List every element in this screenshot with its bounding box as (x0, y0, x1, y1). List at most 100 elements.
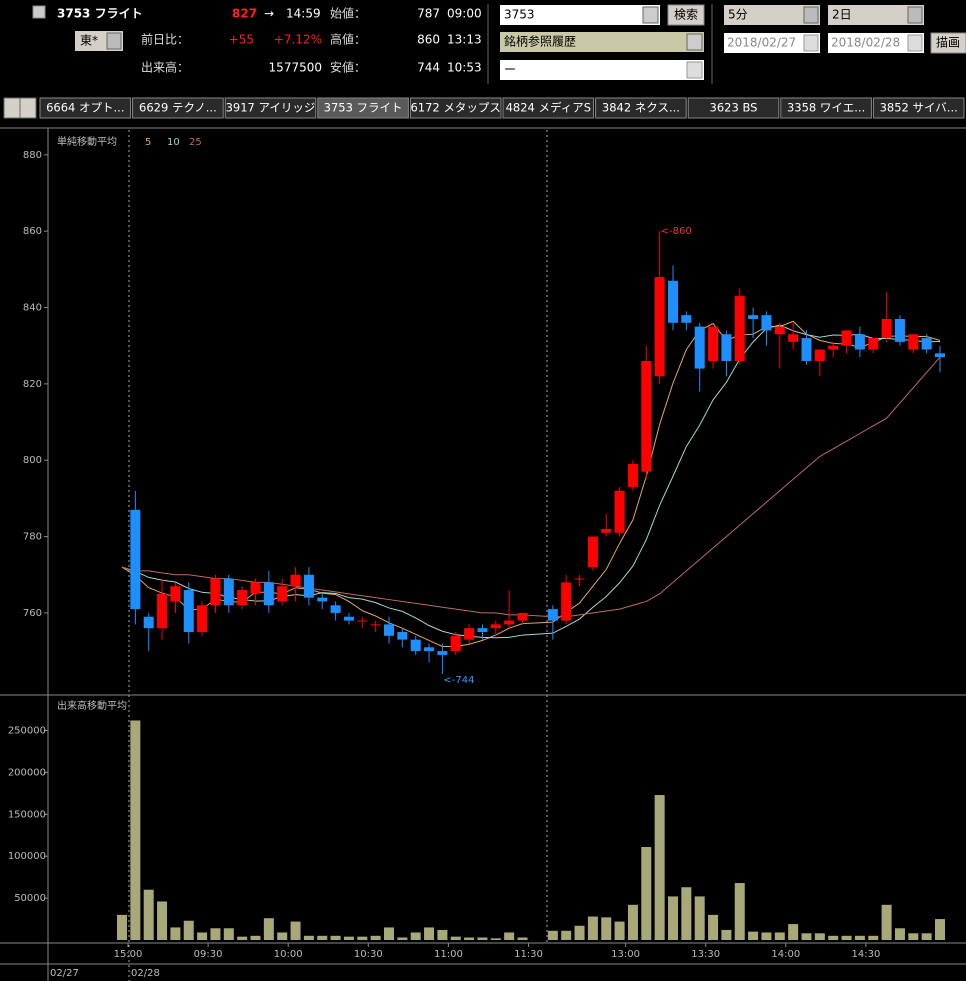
from-date[interactable] (724, 33, 820, 53)
candle-body (450, 635, 461, 652)
interval-select[interactable] (724, 5, 820, 25)
dropdown-button[interactable] (686, 61, 703, 79)
candle-body (761, 315, 772, 331)
dropdown-button[interactable] (803, 6, 819, 24)
y-tick-label: 800 (23, 455, 42, 466)
volume-bar (343, 936, 354, 940)
volume-bar (734, 883, 745, 940)
third-select[interactable] (500, 60, 704, 80)
candle-body (410, 639, 421, 652)
volume-bar (814, 933, 825, 940)
volume-bar (317, 935, 328, 940)
candle-body (437, 651, 448, 655)
tab-first[interactable] (3, 97, 21, 119)
volume-bar (183, 920, 194, 940)
y-tick-label: 880 (23, 150, 42, 161)
volume-bar (841, 935, 852, 940)
change-pct: +7.12% (274, 33, 322, 47)
volume-bar (641, 846, 652, 940)
tab[interactable] (502, 97, 595, 119)
tab-label: 6629 テクノ... (139, 101, 217, 115)
to-date[interactable] (828, 33, 924, 53)
tab-label: 3358 ワイエ... (787, 101, 865, 115)
x-tick-label: 10:00 (274, 949, 303, 960)
candle-body (587, 536, 598, 568)
tab[interactable] (39, 97, 132, 119)
tab-label: 6664 オプト... (46, 101, 124, 115)
volume-bar (263, 918, 274, 940)
dropdown-button[interactable] (803, 34, 819, 52)
volume-bar (828, 935, 839, 940)
y-tick-label: 760 (23, 608, 42, 619)
volume-bar (277, 932, 288, 940)
candle-body (748, 315, 759, 319)
volume-bar (854, 935, 865, 940)
candle-body (263, 582, 274, 606)
candle-body (681, 315, 692, 323)
span-select[interactable] (828, 5, 924, 25)
tab[interactable] (224, 97, 317, 119)
history-select[interactable] (500, 32, 704, 52)
dropdown-button[interactable] (686, 33, 703, 51)
candle-body (250, 582, 261, 594)
open-label: 始値： (330, 6, 366, 21)
span: 2日 (832, 8, 852, 22)
annotation: <-744 (443, 675, 474, 686)
volume-label: 出来高： (141, 60, 189, 75)
candle-body (210, 578, 221, 606)
tab-prev[interactable] (19, 97, 37, 119)
volume-bar (654, 795, 665, 940)
x-tick-label: 09:30 (194, 949, 223, 960)
dropdown-button[interactable] (907, 34, 923, 52)
tab[interactable] (317, 97, 409, 119)
x-tick-label: 10:30 (354, 949, 383, 960)
volume-bar (130, 720, 141, 940)
tab-label: 3852 サイバ... (880, 101, 958, 115)
tab-label: 3753 フライト (324, 101, 403, 115)
x-tick-label: 13:00 (611, 949, 640, 960)
dropdown-button[interactable] (907, 6, 923, 24)
candle-body (868, 338, 879, 350)
candle-body (574, 578, 585, 580)
candle-body (384, 624, 394, 636)
volume-bar (477, 937, 488, 940)
search-button[interactable] (667, 4, 705, 26)
tab[interactable] (409, 97, 502, 119)
low-label: 安値： (330, 60, 366, 75)
draw-button[interactable] (930, 32, 966, 54)
candle-body (721, 334, 732, 361)
candle-body (303, 574, 314, 598)
high: 860 (417, 33, 440, 47)
volume-bar (761, 932, 772, 940)
tab-label: 3842 ネクス... (602, 101, 680, 115)
candle-body (547, 609, 558, 621)
tab[interactable] (872, 97, 965, 119)
tab[interactable] (132, 97, 224, 119)
price: 827 (232, 7, 257, 21)
candle-body (517, 612, 528, 621)
low-time: 10:53 (447, 61, 482, 75)
change: +55 (229, 33, 254, 47)
code-input[interactable] (500, 5, 660, 25)
volume-bar (290, 921, 301, 940)
volume-bar (237, 936, 248, 940)
y-tick-label: 50000 (14, 893, 46, 904)
dropdown-button[interactable] (106, 32, 122, 50)
dropdown-button[interactable] (642, 6, 659, 24)
y-tick-label: 250000 (8, 726, 46, 737)
volume-bar (614, 921, 625, 940)
tab[interactable] (687, 97, 780, 119)
y-tick-label: 860 (23, 226, 42, 237)
volume-bar (490, 938, 501, 940)
volume-bar (330, 935, 341, 940)
tab-bar: 6664 オプト... 6629 テクノ... 3917 アイリッジ 3753 フライ… (39, 97, 965, 119)
tab[interactable] (595, 97, 687, 119)
legend-entry: 5 (145, 137, 151, 148)
y-tick-label: 820 (23, 379, 42, 390)
candle-body (183, 590, 194, 633)
y-tick-label: 150000 (8, 809, 46, 820)
symbol: 3753 フライト (57, 7, 143, 21)
tab[interactable] (780, 97, 872, 119)
volume-bar (197, 932, 208, 940)
